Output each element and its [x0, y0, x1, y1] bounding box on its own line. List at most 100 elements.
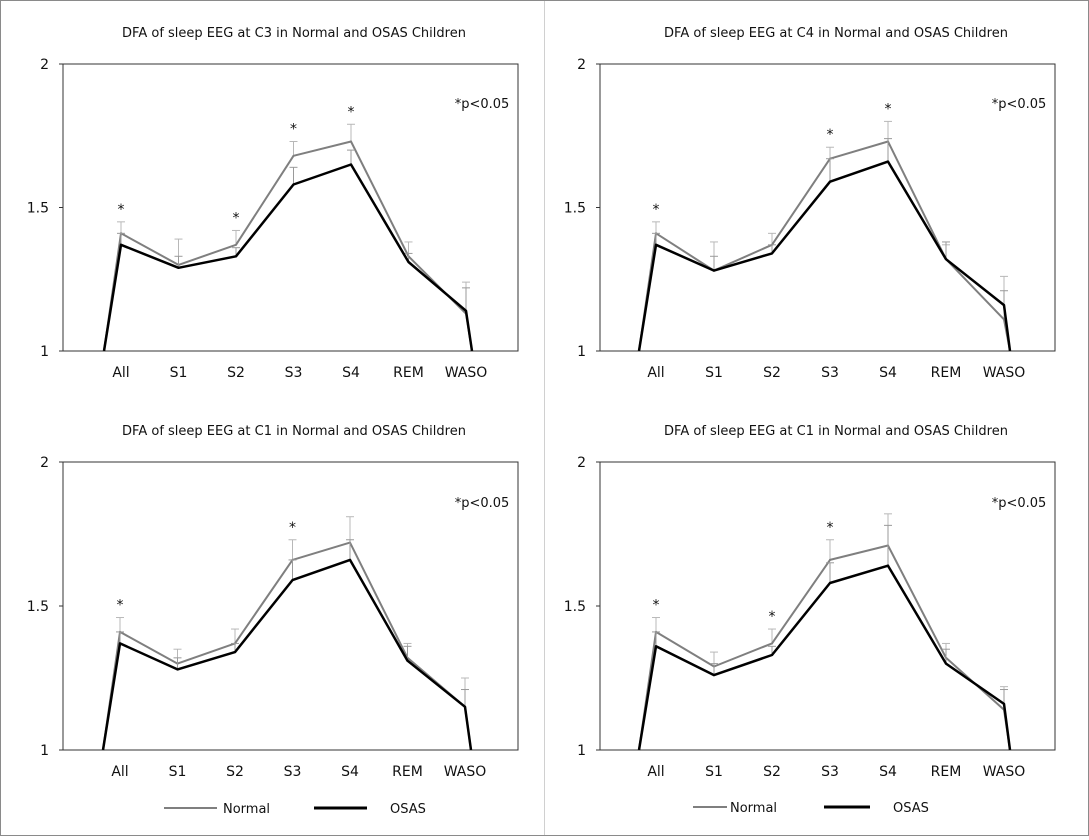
- data-point-osas: [713, 269, 715, 272]
- data-point-osas: [655, 243, 657, 246]
- error-bar: [768, 628, 776, 644]
- y-tick-label: 2: [577, 455, 586, 471]
- x-tick-label: S1: [170, 365, 188, 381]
- p-value-annotation: *p<0.05: [455, 496, 510, 511]
- chart-panel-c1-left: DFA of sleep EEG at C1 in Normal and OSA…: [27, 424, 519, 780]
- x-tick-label: WASO: [445, 365, 488, 381]
- data-point-osas: [945, 662, 947, 665]
- data-point-osas: [177, 266, 180, 269]
- error-bar: [117, 232, 125, 245]
- x-tick-label: S1: [169, 764, 187, 780]
- data-point-osas: [887, 160, 889, 163]
- x-tick-label: S3: [821, 764, 839, 780]
- x-tick-label: REM: [392, 764, 423, 780]
- y-tick-label: 1.5: [564, 599, 586, 615]
- y-tick-label: 1: [40, 344, 49, 360]
- error-bar: [710, 255, 718, 271]
- legend-label-normal: Normal: [223, 802, 270, 817]
- x-tick-label: S3: [285, 365, 303, 381]
- y-tick-label: 2: [40, 57, 49, 73]
- x-tick-label: S2: [226, 764, 244, 780]
- x-tick-label: All: [647, 365, 664, 381]
- data-point-osas: [1003, 304, 1005, 307]
- y-tick-label: 1.5: [27, 599, 49, 615]
- data-point-osas: [771, 252, 773, 255]
- error-bar: [289, 166, 298, 185]
- x-tick-label: S4: [879, 764, 897, 780]
- data-point-osas: [234, 651, 236, 654]
- error-bar: [652, 631, 660, 647]
- x-tick-label: S2: [763, 365, 781, 381]
- chart-title: DFA of sleep EEG at C1 in Normal and OSA…: [664, 424, 1008, 439]
- error-bar: [826, 562, 834, 583]
- error-bar: [232, 229, 240, 245]
- legend-label-normal: Normal: [730, 801, 777, 816]
- data-point-normal: [771, 642, 773, 645]
- error-bar: [652, 221, 660, 234]
- error-bar: [652, 617, 660, 632]
- significance-star: *: [827, 520, 834, 536]
- y-tick-label: 1.5: [564, 201, 586, 217]
- error-bar: [347, 149, 355, 165]
- data-point-normal: [829, 558, 831, 561]
- significance-star: *: [118, 202, 125, 218]
- error-bar: [942, 241, 950, 260]
- error-bar: [173, 657, 182, 670]
- p-value-annotation: *p<0.05: [992, 496, 1047, 511]
- x-tick-label: REM: [931, 365, 962, 381]
- x-tick-label: WASO: [983, 764, 1026, 780]
- data-point-osas: [945, 258, 947, 261]
- data-point-osas: [176, 668, 179, 671]
- data-point-osas: [887, 564, 889, 567]
- significance-star: *: [885, 101, 892, 117]
- data-point-osas: [655, 645, 657, 648]
- error-bar: [461, 689, 469, 707]
- legend-label-osas: OSAS: [893, 801, 929, 816]
- data-point-osas: [465, 309, 467, 312]
- data-point-osas: [350, 163, 352, 166]
- significance-star: *: [827, 127, 834, 143]
- data-point-normal: [235, 243, 237, 246]
- error-bar: [231, 628, 239, 644]
- y-tick-label: 1: [577, 743, 586, 759]
- error-bar: [462, 287, 470, 311]
- chart-panel-c1-right: DFA of sleep EEG at C1 in Normal and OSA…: [564, 424, 1056, 780]
- error-bar: [346, 516, 354, 543]
- chart-title: DFA of sleep EEG at C4 in Normal and OSA…: [664, 26, 1008, 41]
- error-bar: [346, 539, 354, 560]
- error-bar: [652, 232, 660, 245]
- x-tick-label: S4: [341, 764, 359, 780]
- y-tick-label: 2: [40, 455, 49, 471]
- error-bar: [347, 123, 355, 142]
- x-tick-label: REM: [393, 365, 424, 381]
- x-tick-label: REM: [931, 764, 962, 780]
- data-point-normal: [350, 140, 352, 143]
- error-bar: [768, 232, 776, 245]
- x-tick-label: S3: [821, 365, 839, 381]
- data-point-osas: [349, 558, 351, 561]
- significance-star: *: [769, 609, 776, 625]
- error-bar: [288, 559, 297, 581]
- error-bar: [710, 663, 718, 676]
- data-point-osas: [829, 581, 831, 584]
- error-bar: [1000, 290, 1008, 306]
- data-point-normal: [292, 154, 295, 157]
- data-point-osas: [713, 674, 715, 677]
- x-tick-label: All: [111, 764, 128, 780]
- y-tick-label: 1: [577, 344, 586, 360]
- data-point-osas: [1003, 702, 1005, 705]
- error-bar: [174, 255, 183, 268]
- legend-left: Normal OSAS: [164, 802, 426, 817]
- chart-title: DFA of sleep EEG at C3 in Normal and OSA…: [122, 26, 466, 41]
- data-point-osas: [291, 579, 294, 582]
- data-point-osas: [406, 659, 409, 662]
- y-tick-label: 1: [40, 743, 49, 759]
- significance-star: *: [653, 598, 660, 614]
- error-bar: [884, 138, 892, 162]
- significance-star: *: [290, 121, 297, 137]
- error-bar: [826, 539, 834, 560]
- x-tick-label: S4: [342, 365, 360, 381]
- chart-title: DFA of sleep EEG at C1 in Normal and OSA…: [122, 424, 466, 439]
- data-point-normal: [1003, 318, 1005, 321]
- data-point-osas: [829, 180, 831, 183]
